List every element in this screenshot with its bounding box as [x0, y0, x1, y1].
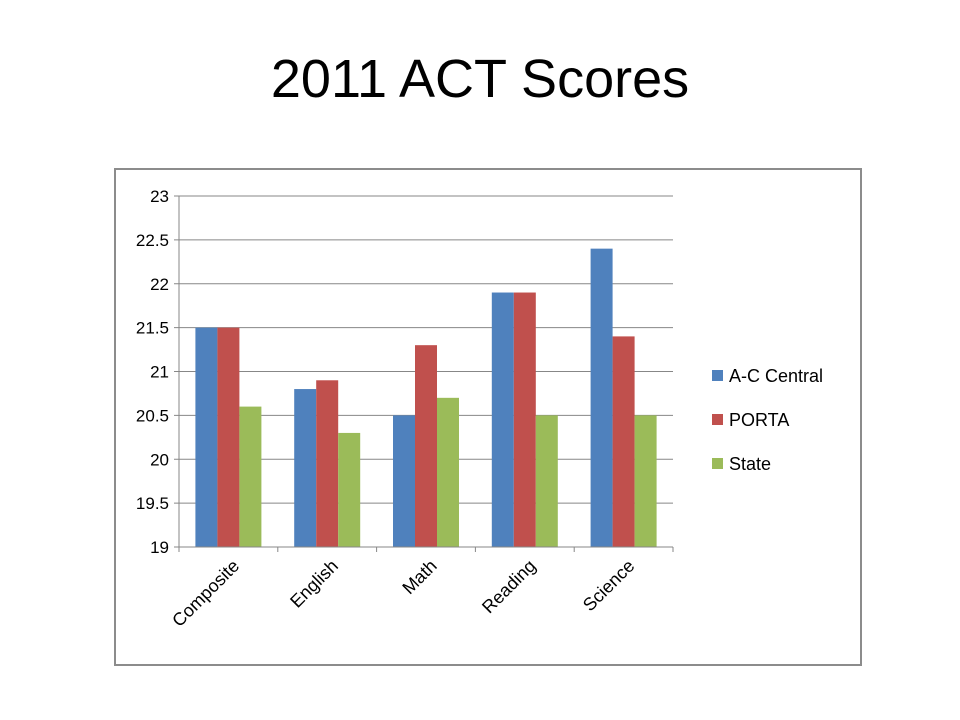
bar-chart: 19 19.5 20 20.5 21 21.5 22 22.5 23 Composite Engli… — [136, 187, 823, 631]
y-tick-label: 22.5 — [136, 231, 169, 250]
y-tick-label: 23 — [150, 187, 169, 206]
bar — [590, 248, 613, 547]
bar — [195, 327, 218, 547]
bar — [239, 406, 262, 547]
bar — [513, 292, 536, 547]
y-tick-label: 19 — [150, 538, 169, 557]
legend-swatch — [712, 370, 723, 381]
x-category-label: Reading — [478, 556, 540, 618]
legend-label: State — [729, 454, 771, 474]
bar — [634, 415, 657, 547]
bar — [338, 432, 361, 547]
bar — [535, 415, 558, 547]
slide-title: 2011 ACT Scores — [270, 49, 690, 109]
bars — [195, 248, 657, 547]
chart-frame: 19 19.5 20 20.5 21 21.5 22 22.5 23 Composite Engli… — [114, 168, 862, 666]
axes — [178, 196, 674, 552]
x-category-label: Science — [579, 556, 638, 615]
legend: A-C Central PORTA State — [712, 366, 823, 474]
legend-swatch — [712, 414, 723, 425]
x-category-label: Math — [398, 556, 440, 598]
bar — [612, 336, 635, 547]
y-tick-label: 20 — [150, 450, 169, 469]
bar — [437, 397, 459, 547]
bar — [491, 292, 514, 547]
legend-label: PORTA — [729, 410, 789, 430]
y-tick-label: 21 — [150, 363, 169, 382]
bar — [415, 345, 437, 547]
x-category-label: Composite — [168, 556, 243, 631]
y-tick-label: 21.5 — [136, 319, 169, 338]
bar — [393, 415, 415, 547]
legend-label: A-C Central — [729, 366, 823, 386]
y-tick-label: 19.5 — [136, 494, 169, 513]
bar — [294, 389, 317, 547]
bar — [217, 327, 240, 547]
legend-swatch — [712, 458, 723, 469]
y-tick-label: 22 — [150, 275, 169, 294]
bar — [316, 380, 339, 547]
x-category-label: English — [286, 556, 342, 612]
y-tick-label: 20.5 — [136, 406, 169, 425]
